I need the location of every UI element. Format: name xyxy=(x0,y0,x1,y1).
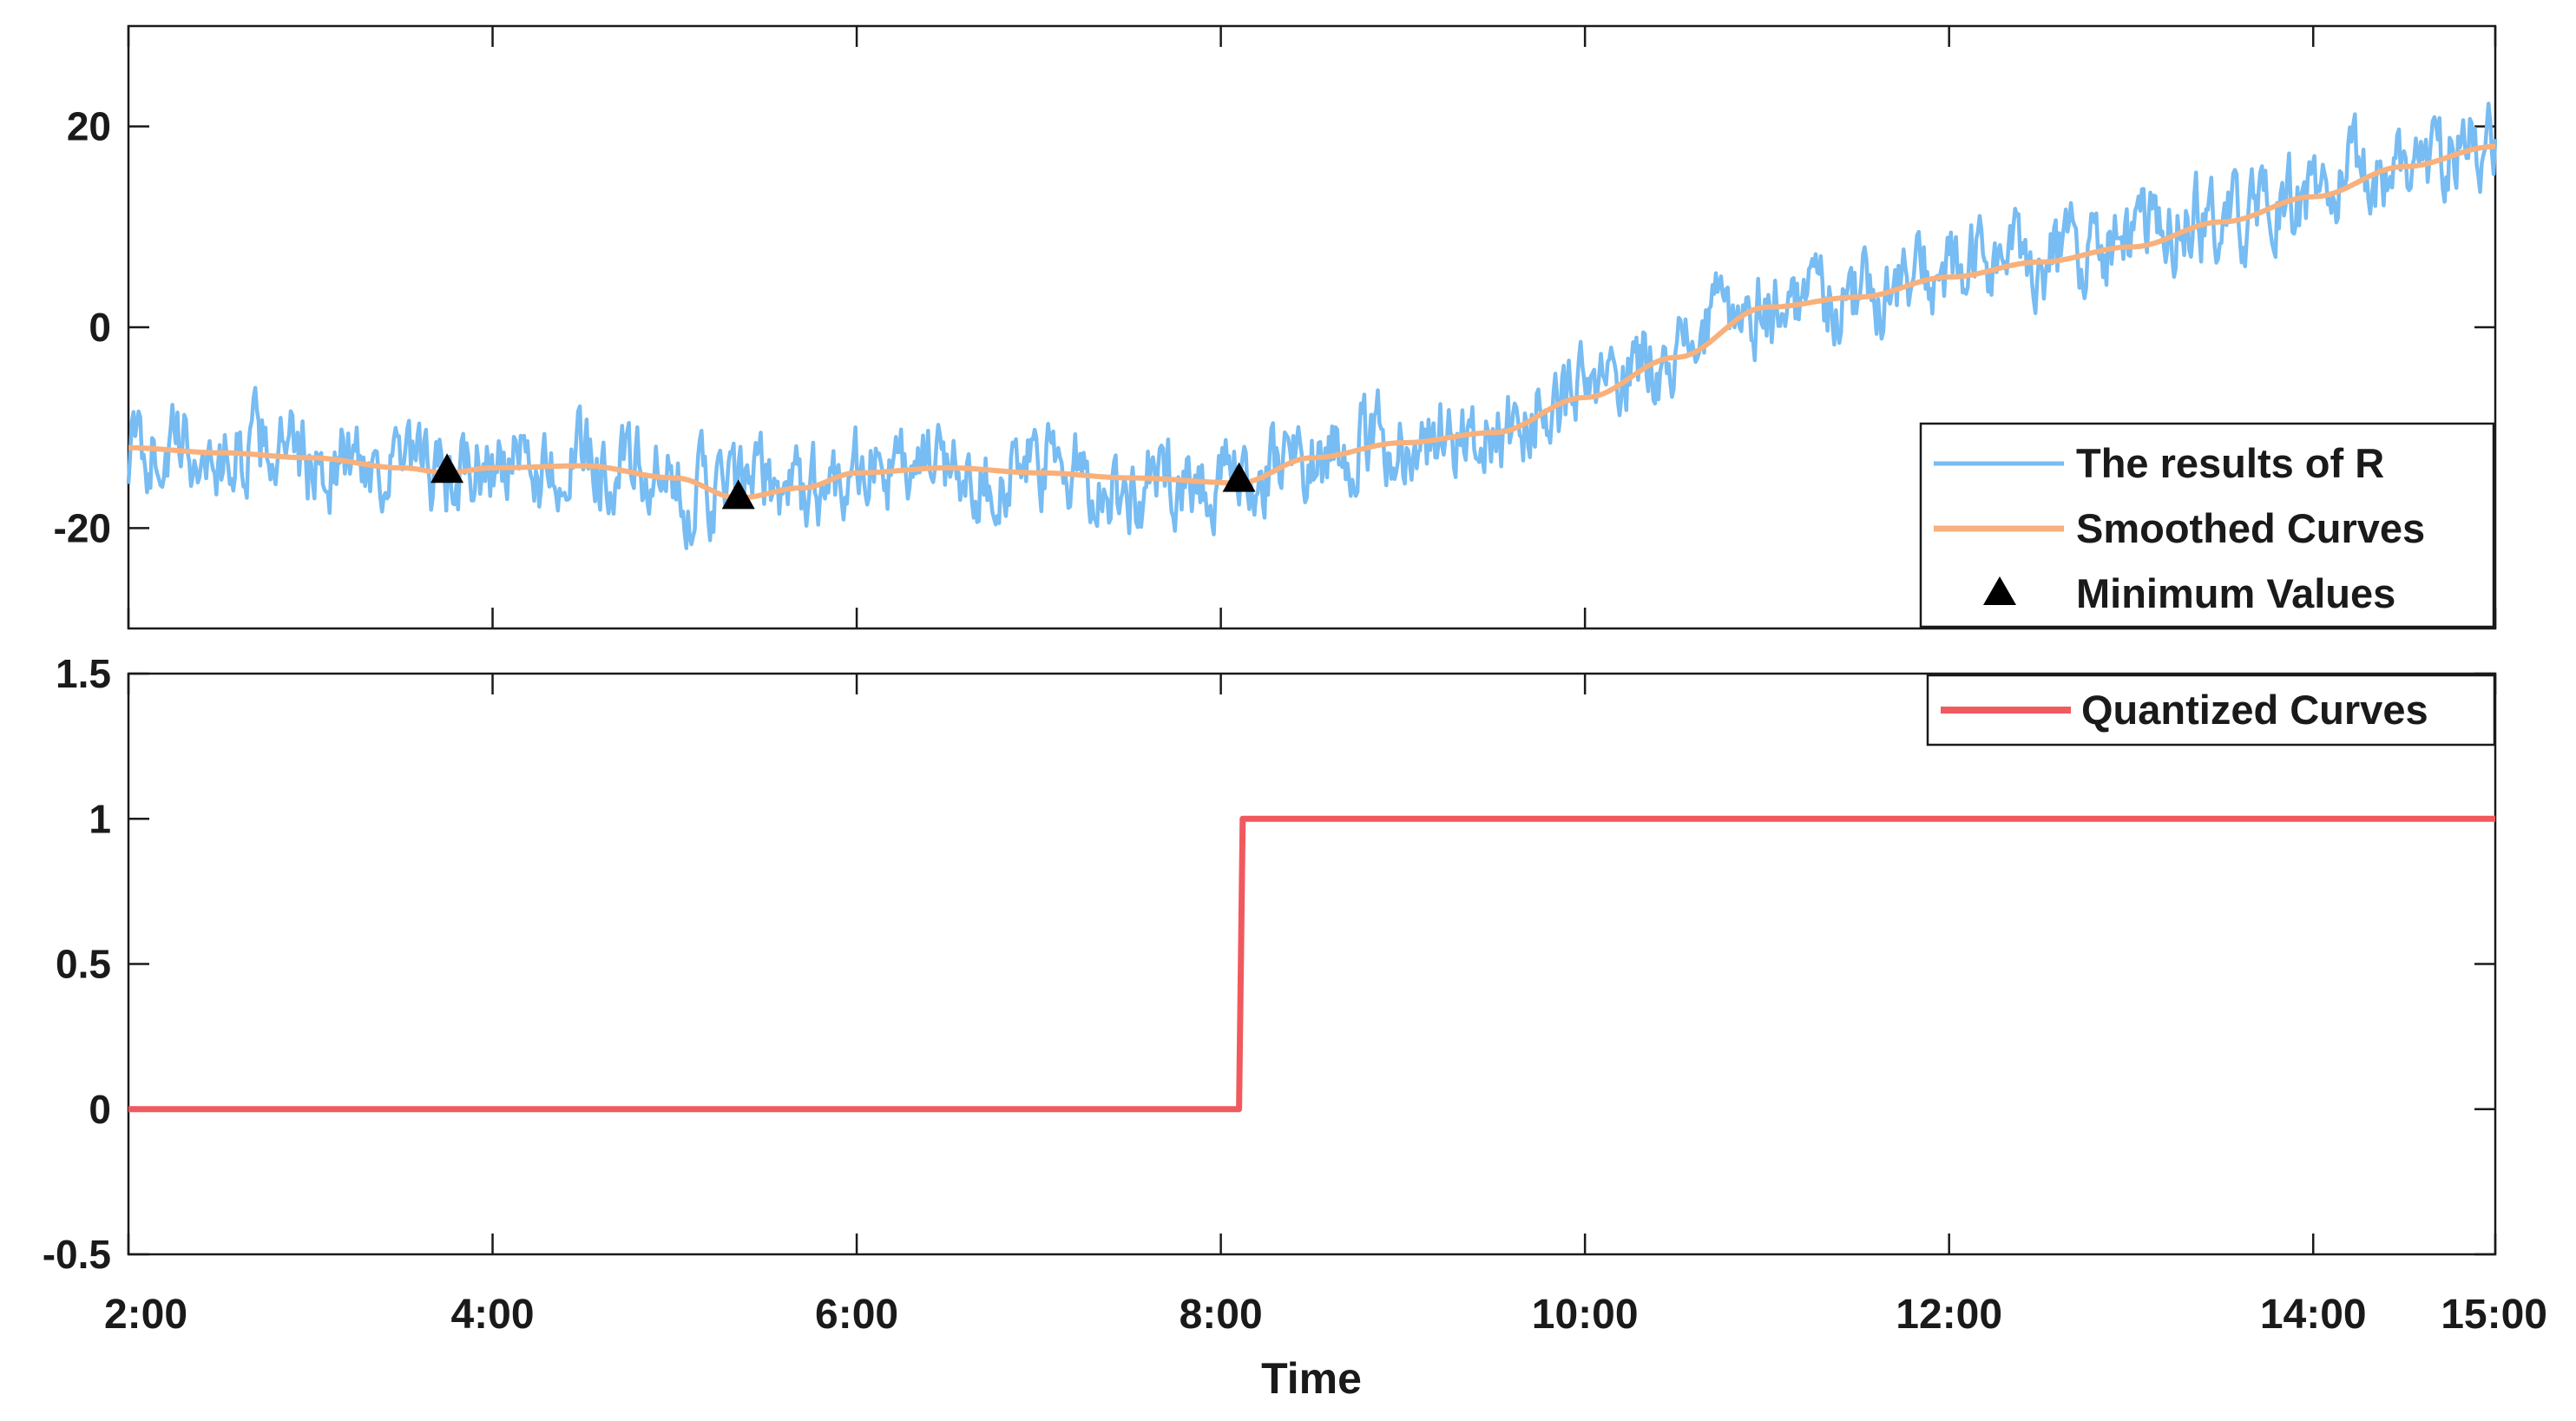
top-y-axis: -20 0 20 xyxy=(54,104,2495,550)
y-tick-label: 0.5 xyxy=(56,942,111,987)
x-axis-label: Time xyxy=(1261,1354,1362,1403)
series-line-quantized-curves xyxy=(128,815,2495,1113)
y-tick-label: 1 xyxy=(89,796,111,841)
y-tick-label: -0.5 xyxy=(43,1232,111,1277)
minimum-marker xyxy=(1222,462,1256,492)
y-tick-label: 0 xyxy=(89,305,111,350)
x-tick-label: 8:00 xyxy=(1180,1292,1263,1338)
legend-label-minimum-values: Minimum Values xyxy=(2076,570,2395,616)
x-tick-label: 14:00 xyxy=(2260,1292,2367,1338)
bottom-y-axis: -0.5 0 0.5 1 1.5 xyxy=(43,651,2495,1277)
x-tick-label: 10:00 xyxy=(1532,1292,1639,1338)
y-tick-label: 20 xyxy=(67,104,111,149)
x-tick-label: 6:00 xyxy=(815,1292,898,1338)
top-panel: -20 0 20 The results of R Smoothed Curves … xyxy=(54,24,2498,630)
legend-swatch-minimum-values xyxy=(1983,576,2016,605)
y-tick-label: 1.5 xyxy=(56,651,111,696)
minimum-values-markers xyxy=(430,453,1256,510)
bottom-legend: Quantized Curves xyxy=(1926,674,2496,747)
top-legend: The results of R Smoothed Curves Minimum… xyxy=(1919,422,2495,628)
legend-label-smoothed-curves: Smoothed Curves xyxy=(2076,505,2425,551)
x-tick-label: 2:00 xyxy=(104,1292,187,1338)
x-tick-label: 4:00 xyxy=(450,1292,534,1338)
bottom-panel: -0.5 0 0.5 1 1.5 2:00 4:00 6:00 8:00 10:00 12:00 1… xyxy=(43,651,2547,1403)
minimum-marker xyxy=(430,453,464,484)
x-axis: 2:00 4:00 6:00 8:00 10:00 12:00 14:00 15:00 xyxy=(104,674,2547,1338)
bottom-plot-frame xyxy=(127,672,2497,1256)
minimum-marker xyxy=(721,479,755,510)
legend-label-quantized-curves: Quantized Curves xyxy=(2081,687,2428,733)
legend-label-results-of-r: The results of R xyxy=(2076,440,2384,486)
y-tick-label: -20 xyxy=(54,505,111,550)
x-tick-label: 15:00 xyxy=(2441,1292,2547,1338)
top-legend-box xyxy=(1919,422,2495,628)
y-tick-label: 0 xyxy=(89,1087,111,1132)
x-tick-label: 12:00 xyxy=(1896,1292,2002,1338)
series-line-smoothed-curves xyxy=(128,143,2496,501)
